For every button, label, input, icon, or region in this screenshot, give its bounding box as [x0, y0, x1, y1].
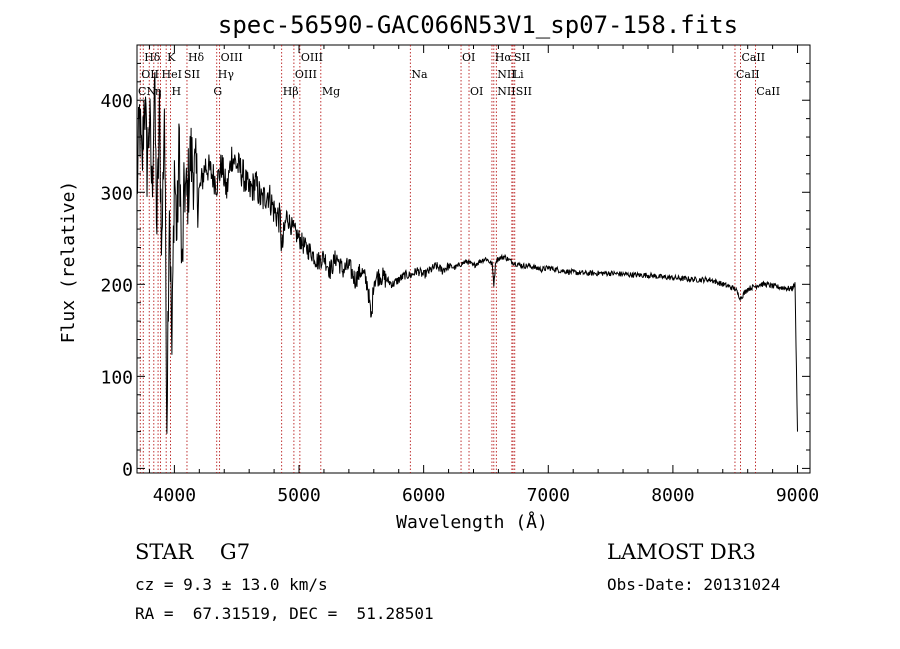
line-label-1-3: Hγ: [218, 68, 235, 81]
line-label-1-2: SII: [184, 68, 200, 81]
y-axis-label: Flux (relative): [58, 181, 79, 344]
y-tick-label-1: 100: [100, 367, 133, 388]
x-axis-ticks: 4000 5000 6000 7000 8000 9000: [148, 45, 819, 506]
line-label-1-4: OIII: [295, 68, 317, 81]
line-label-2-9: CaII: [756, 85, 780, 98]
y-axis-ticks: 0 100 200 300 400: [100, 62, 810, 480]
chart-title: spec-56590-GAC066N53V1_sp07-158.fits: [218, 11, 738, 39]
x-axis-label: Wavelength (Å): [396, 511, 548, 533]
line-label-2-4: Hβ: [283, 85, 299, 98]
line-label-2-1: η: [155, 85, 162, 98]
line-label-0-4: OIII: [301, 51, 323, 64]
spectrum-chart: spec-56590-GAC066N53V1_sp07-158.fits Hδ K…: [58, 11, 819, 533]
line-label-0-2: Hδ: [188, 51, 205, 64]
line-label-1-7: Li: [513, 68, 524, 81]
line-label-2-3: G: [213, 85, 222, 98]
line-label-1-1: HeI: [162, 68, 182, 81]
line-label-1-0: OII: [141, 68, 159, 81]
line-label-2-7: NII: [497, 85, 515, 98]
x-tick-label-2: 6000: [402, 485, 445, 506]
line-label-1-8: CaII: [736, 68, 760, 81]
y-tick-label-3: 300: [100, 183, 133, 204]
line-label-0-0: Hδ: [144, 51, 161, 64]
flux-series-line: [136, 72, 798, 434]
object-class: STAR G7: [135, 540, 251, 564]
line-label-1-5: Na: [411, 68, 428, 81]
x-tick-label-5: 9000: [776, 485, 819, 506]
plot-frame: [136, 44, 811, 474]
x-tick-label-4: 8000: [651, 485, 694, 506]
line-label-2-5: Mg: [322, 85, 340, 98]
y-tick-label-2: 200: [100, 275, 133, 296]
x-tick-label-0: 4000: [153, 485, 196, 506]
line-label-1-6: NII: [497, 68, 515, 81]
survey-name: LAMOST DR3: [607, 540, 756, 564]
line-label-2-2: H: [172, 85, 182, 98]
sky-coordinates: RA = 67.31519, DEC = 51.28501: [135, 604, 434, 623]
line-label-0-5: OI: [462, 51, 475, 64]
emission-line-markers: [139, 45, 756, 473]
line-label-0-6: Hα: [495, 51, 513, 64]
line-label-0-1: K: [167, 51, 176, 64]
redshift-velocity: cz = 9.3 ± 13.0 km/s: [135, 575, 328, 594]
line-label-0-7: SII: [514, 51, 530, 64]
line-label-2-0: CN: [138, 85, 156, 98]
observation-date: Obs-Date: 20131024: [607, 575, 781, 594]
line-label-2-6: OI: [470, 85, 483, 98]
line-label-0-3: OIII: [221, 51, 243, 64]
x-tick-label-3: 7000: [527, 485, 570, 506]
x-tick-label-1: 5000: [277, 485, 320, 506]
y-tick-label-0: 0: [122, 459, 133, 480]
line-label-2-8: SII: [516, 85, 532, 98]
line-label-0-8: CaII: [741, 51, 765, 64]
y-tick-label-4: 400: [100, 91, 133, 112]
